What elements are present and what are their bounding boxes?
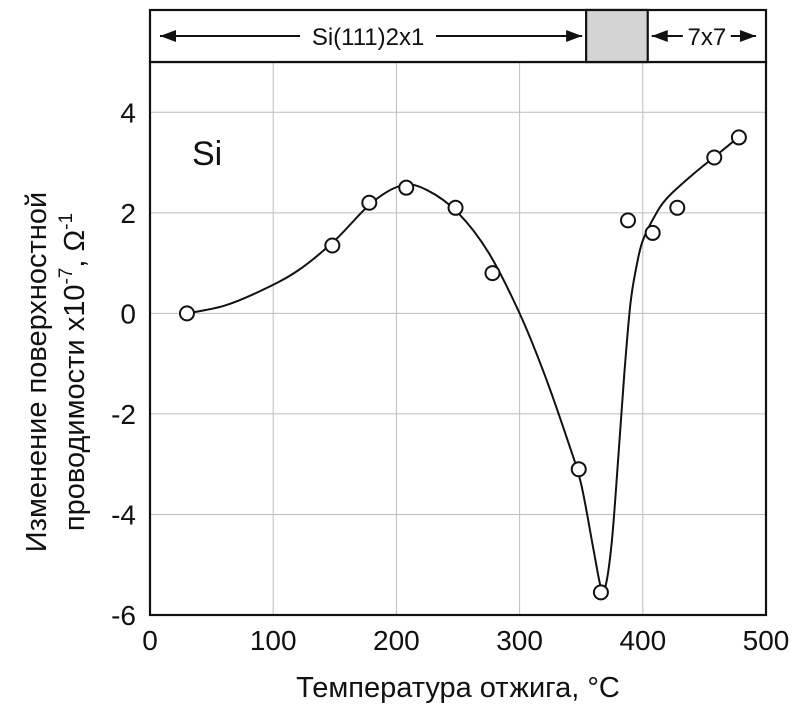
y-axis-label-exp2: -1 [56,213,77,230]
data-point [706,149,723,166]
data-point [669,199,686,216]
data-point [178,305,195,322]
y-axis-label-prefix: проводимости x10 [59,285,91,532]
x-tick-label: 500 [743,625,790,656]
y-tick-label: 4 [120,97,136,128]
data-point [324,237,341,254]
data-points [178,129,747,601]
x-tick-label: 0 [142,625,158,656]
y-tick-label: -2 [111,399,136,430]
x-tick-labels: 0 100 200 300 400 500 [142,625,789,656]
data-point [447,199,464,216]
phase-left-label: Si(111)2x1 [312,24,425,51]
x-tick-label: 100 [250,625,297,656]
y-axis-label-2: проводимости x10-7, Ω-1 [56,213,91,531]
y-axis-label-sep: , Ω [59,230,91,268]
data-point [484,265,501,282]
phase-left-arrow-r-head [566,30,583,42]
fit-curve [186,134,742,593]
y-axis-label-exp1: -7 [56,268,77,285]
data-point [398,179,415,196]
data-point [644,224,661,241]
x-tick-label: 200 [373,625,420,656]
y-axis-label-line2: проводимости x10-7, Ω-1 [56,213,91,531]
phase-right-label: 7x7 [688,24,727,51]
y-tick-label: 2 [120,198,136,229]
x-tick-label: 300 [496,625,543,656]
data-point [730,129,747,146]
data-point [620,212,637,229]
phase-bar: Si(111)2x1 7x7 [148,8,768,64]
grid [149,62,767,616]
data-point [570,461,587,478]
y-tick-label: -6 [111,600,136,631]
y-axis-label-line1: Изменение поверхностной [21,192,53,552]
y-axis-label: Изменение поверхностной [21,192,53,552]
x-axis-label: Температура отжига, °С [296,672,620,704]
data-point [361,194,378,211]
phase-right-arrow-r-head [740,30,756,42]
y-tick-label: 0 [120,298,136,329]
phase-left-arrow-l-head [160,30,176,42]
plot-frame [148,60,768,617]
phase-right-arrow-l-head [651,30,668,42]
annotation-si: Si [192,135,222,173]
y-tick-labels: -6 -4 -2 0 2 4 [111,97,136,631]
x-tick-label: 400 [619,625,666,656]
phase-transition-region [585,8,649,64]
data-point [592,584,609,601]
y-tick-label: -4 [111,499,136,530]
